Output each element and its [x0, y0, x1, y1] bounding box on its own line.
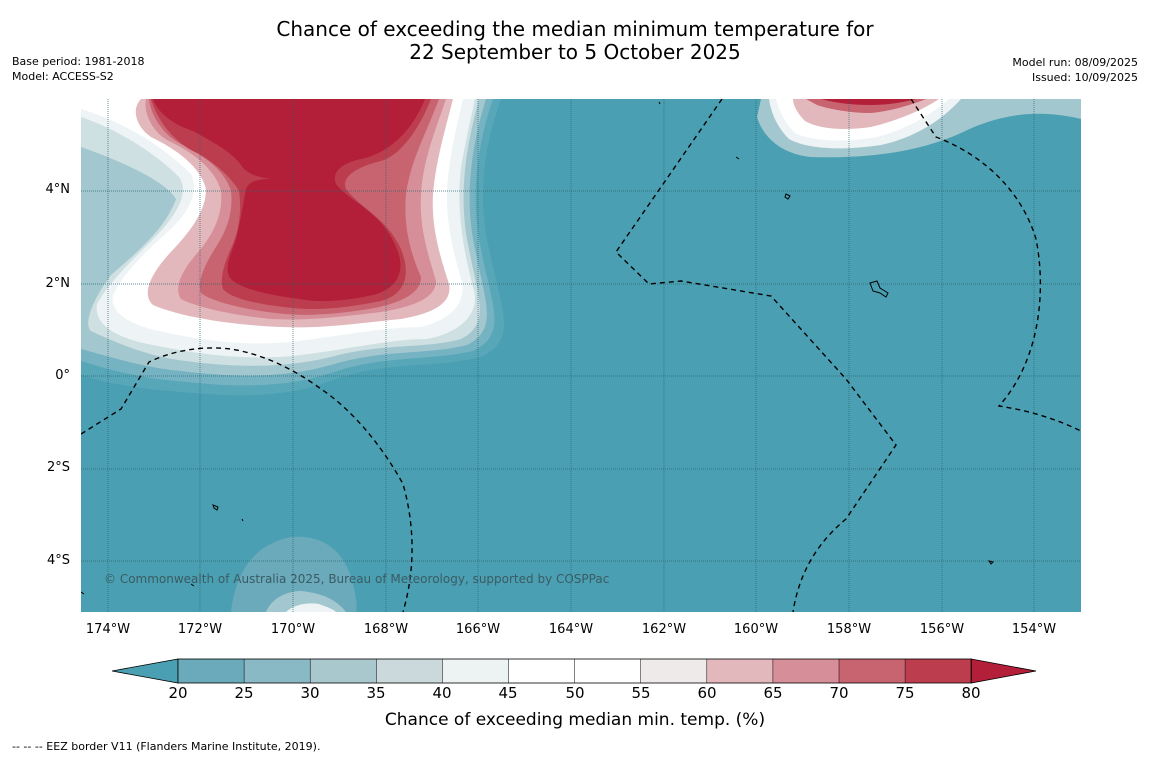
lon-label-162w: 162°W — [641, 622, 687, 637]
colorbar-tick-45: 45 — [498, 684, 518, 702]
lon-label-164w: 164°W — [548, 622, 594, 637]
eez-borders — [81, 99, 1081, 612]
lat-label-2n: 2°N — [45, 276, 71, 291]
islands — [81, 101, 994, 595]
colorbar-tick-30: 30 — [300, 684, 320, 702]
colorbar-segment — [508, 659, 576, 683]
meta-right: Model run: 08/09/2025 Issued: 10/09/2025 — [1012, 55, 1138, 85]
lat-label-4s: 4°S — [46, 553, 70, 568]
colorbar — [112, 658, 1037, 684]
lon-label-158w: 158°W — [826, 622, 872, 637]
colorbar-segment — [640, 659, 708, 683]
issued-text: Issued: 10/09/2025 — [1031, 71, 1138, 84]
title-line-2: 22 September to 5 October 2025 — [409, 40, 741, 64]
colorbar-tick-80: 80 — [961, 684, 981, 702]
lat-label-2s: 2°S — [46, 460, 70, 475]
map-title: Chance of exceeding the median minimum t… — [0, 18, 1150, 64]
colorbar-tick-20: 20 — [168, 684, 188, 702]
eez-legend: -- -- -- EEZ border V11 (Flanders Marine… — [12, 740, 321, 753]
meta-left: Base period: 1981-2018 Model: ACCESS-S2 — [12, 54, 144, 84]
lon-label-154w: 154°W — [1011, 622, 1057, 637]
copyright-notice: © Commonwealth of Australia 2025, Bureau… — [104, 572, 610, 586]
cool-light-south — [231, 536, 357, 612]
colorbar-extend-high — [970, 658, 1037, 684]
warm-anomaly-northeast — [757, 99, 1081, 158]
gridlines — [81, 99, 1081, 612]
title-line-1: Chance of exceeding the median minimum t… — [276, 17, 874, 41]
colorbar-extend-low — [112, 658, 179, 684]
model-run-text: Model run: 08/09/2025 — [1012, 56, 1138, 69]
colorbar-tick-25: 25 — [234, 684, 254, 702]
lon-label-156w: 156°W — [919, 622, 965, 637]
colorbar-segment — [574, 659, 642, 683]
lon-label-170w: 170°W — [270, 622, 316, 637]
colorbar-label: Chance of exceeding median min. temp. (%… — [384, 710, 766, 730]
colorbar-segment — [178, 659, 245, 683]
colorbar-segment — [839, 659, 906, 683]
colorbar-tick-35: 35 — [366, 684, 386, 702]
map-panel — [81, 99, 1081, 612]
colorbar-tick-40: 40 — [432, 684, 452, 702]
colorbar-tick-50: 50 — [565, 684, 585, 702]
lat-label-4n: 4°N — [45, 182, 71, 197]
colorbar-tick-60: 60 — [697, 684, 717, 702]
colorbar-segment — [905, 659, 972, 683]
colorbar-segment — [706, 659, 774, 683]
model-text: Model: ACCESS-S2 — [12, 70, 114, 83]
lon-label-174w: 174°W — [85, 622, 131, 637]
colorbar-segment — [244, 659, 311, 683]
lon-label-168w: 168°W — [363, 622, 409, 637]
lon-label-166w: 166°W — [455, 622, 501, 637]
colorbar-segment — [772, 659, 840, 683]
colorbar-segment — [376, 659, 443, 683]
colorbar-tick-55: 55 — [631, 684, 651, 702]
lon-label-172w: 172°W — [177, 622, 223, 637]
lat-label-0: 0° — [55, 368, 70, 383]
colorbar-segment — [310, 659, 377, 683]
colorbar-tick-65: 65 — [763, 684, 783, 702]
colorbar-outline — [177, 658, 972, 684]
colorbar-tick-70: 70 — [829, 684, 849, 702]
colorbar-segment — [442, 659, 509, 683]
colorbar-tick-75: 75 — [895, 684, 915, 702]
lon-label-160w: 160°W — [733, 622, 779, 637]
warm-anomaly-west — [81, 99, 504, 396]
base-period-text: Base period: 1981-2018 — [12, 55, 145, 68]
